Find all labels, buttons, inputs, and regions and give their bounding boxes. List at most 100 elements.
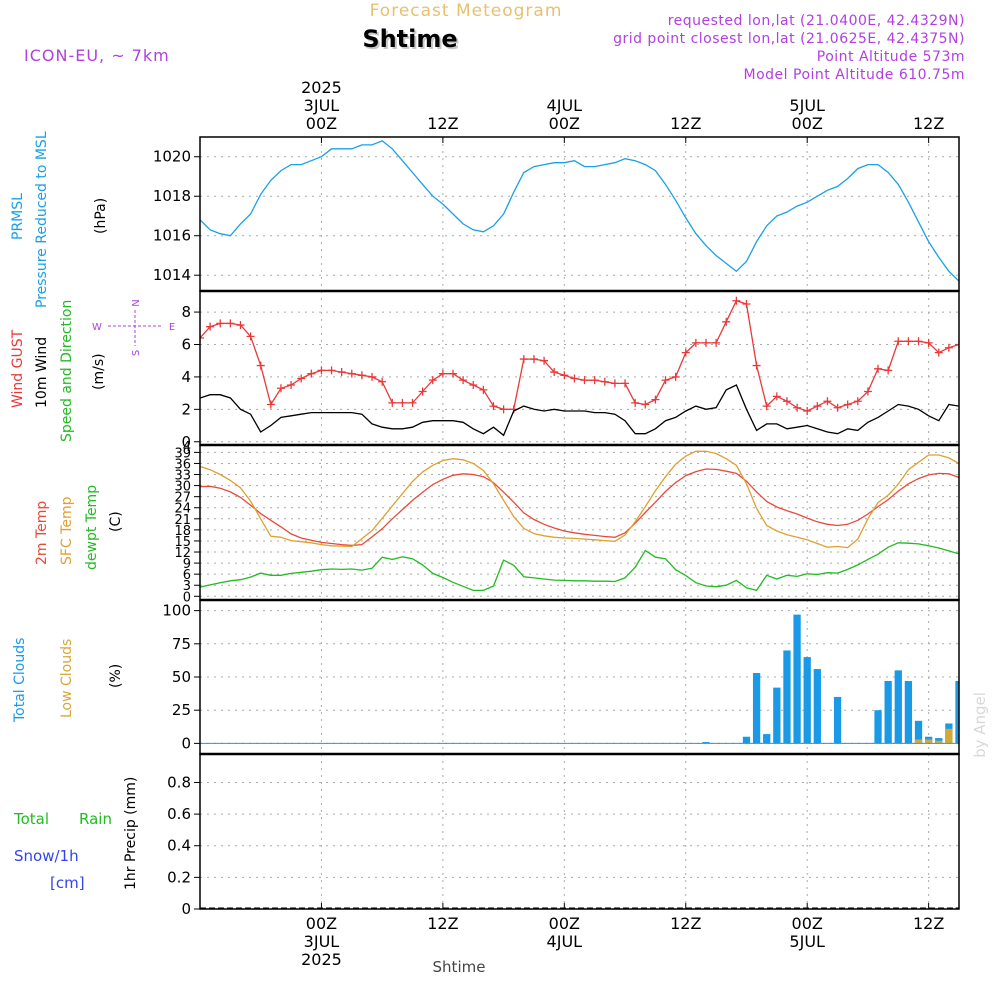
gust-marker [479,385,488,394]
gust-marker [200,334,204,343]
gust-marker [914,337,923,346]
compass-s: S [131,350,142,356]
top-time-label: 3JUL [304,96,340,115]
low-cloud-bar [935,740,943,744]
total-cloud-bar [783,650,791,744]
wind-10m-label: 10m Wind [34,337,50,408]
gust-marker [398,398,407,407]
gust-marker [671,372,680,381]
gust-marker [529,355,538,364]
total-cloud-bar [813,669,821,744]
plot-area: 1014101610181020024680369121518212427303… [153,78,973,969]
precip-rain-label: Rain [79,810,112,828]
requested-coords: requested lon,lat (21.0400E, 42.4329N) [668,13,965,29]
temperature-ytick-label: 33 [174,469,191,484]
gust-marker [489,402,498,411]
temperature-ytick-label-top: 4 [183,440,191,455]
total-cloud-bar [874,710,882,744]
model-label: ICON-EU, ~ 7km [24,46,170,65]
pressure-label-prmsl: PRMSL [10,193,26,240]
total-cloud-bar [884,680,892,744]
gust-marker [347,369,356,378]
temp-dewpt-label: dewpt Temp [84,485,100,570]
wind-ytick-label: 2 [181,400,191,418]
top-time-label: 2025 [301,78,342,97]
gust-marker [722,317,731,326]
wind-ytick-label: 6 [181,335,191,353]
bottom-time-label: 12Z [913,914,944,933]
gust-marker [206,322,215,331]
clouds-low-label: Low Clouds [59,639,75,718]
gust-marker [884,366,893,375]
precip-ytick-label: 0.4 [167,837,191,855]
pressure-unit: (hPa) [93,198,109,234]
gust-marker [610,379,619,388]
top-time-label: 5JUL [789,96,825,115]
bottom-time-label: 2025 [301,950,342,969]
total-cloud-bar [793,614,801,744]
temperature-ytick-label: 39 [174,446,191,461]
gust-marker [317,366,326,375]
wind-dir-label: Speed and Direction [59,300,75,442]
gust-marker [712,338,721,347]
gust-marker [752,361,761,370]
total-cloud-bar [763,734,771,744]
wind-unit: (m/s) [91,353,107,390]
wind-ytick-label: 0 [181,433,191,451]
top-time-label: 12Z [427,114,458,133]
gust-marker [681,348,690,357]
wind-frame [199,290,960,446]
gust-marker [357,371,366,380]
temperature-frame [199,444,960,601]
gust-marker [742,299,751,308]
gust-marker [762,402,771,411]
gust-marker [418,387,427,396]
location-title: Shtime [362,25,457,53]
pressure-ytick-label: 1016 [153,227,191,245]
gust-marker [924,338,933,347]
precip-ytick-label: 0.6 [167,805,191,823]
gust-marker [287,381,296,390]
temperature-ytick-label: 0 [183,590,191,605]
gust-marker [651,395,660,404]
total-cloud-bar [894,670,902,744]
gust-marker [297,374,306,383]
total-cloud-bar [955,680,959,744]
gust-marker [266,400,275,409]
precip-snow-label: Snow/1h [14,847,79,865]
precip-total-label: Total [13,810,49,828]
model-point-altitude: Model Point Altitude 610.75m [744,67,965,83]
gust-marker [550,368,559,377]
gust-marker [570,374,579,383]
temperature-ytick-label: 36 [174,457,191,472]
gust-marker [944,343,953,352]
pressure-ytick-label: 1018 [153,187,191,205]
clouds-unit: (%) [108,664,124,688]
gust-marker [438,369,447,378]
bottom-time-label: 4JUL [547,932,583,951]
total-cloud-bar [752,673,761,744]
top-time-label: 12Z [913,114,944,133]
low-cloud-bar [924,739,933,744]
pressure-ytick-label: 1014 [153,266,191,284]
precip-ytick-label: 0.2 [167,868,191,886]
compass-w: W [92,322,102,333]
gust-marker [793,403,802,412]
gust-marker [621,379,630,388]
bottom-time-label: 5JUL [789,932,825,951]
precip-ylabel: 1hr Precip (mm) [123,777,139,890]
bottom-time-label: 00Z [792,914,823,933]
temperature-ytick-label: 21 [174,513,191,528]
wind10m-line [200,384,959,437]
gust-marker [803,406,812,415]
total-cloud-bar [773,687,781,744]
gust-marker [843,400,852,409]
gust-marker [449,369,457,378]
gust-marker [955,340,959,349]
gust-marker [833,403,842,412]
gust-marker [691,338,700,347]
wind-ytick-label: 4 [181,368,191,386]
total-cloud-bar [702,742,710,744]
gust-marker [965,349,973,357]
